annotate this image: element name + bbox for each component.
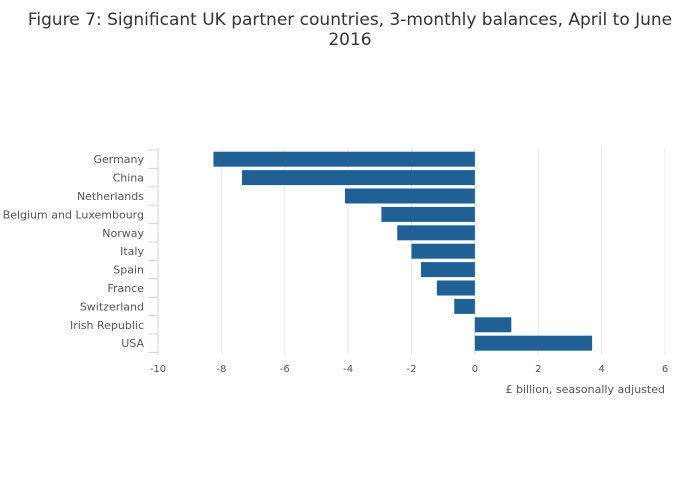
bar-usa [474, 335, 593, 351]
x-tick-label-4: 4 [598, 364, 604, 375]
x-tick-label-6: 6 [662, 364, 668, 375]
bar-belgium-and-luxembourg [381, 206, 475, 222]
category-label-china: China [113, 172, 144, 185]
bar-norway [397, 225, 475, 241]
bar-irish-republic [474, 317, 512, 333]
category-label-spain: Spain [113, 264, 144, 277]
x-tick-label-2: 2 [535, 364, 541, 375]
category-label-france: France [107, 282, 144, 295]
bar-germany [213, 151, 475, 167]
category-label-switzerland: Switzerland [80, 300, 144, 313]
bar-spain [421, 262, 475, 278]
x-tick-label--6: -6 [280, 364, 290, 375]
chart-title-line-2: 2016 [328, 30, 371, 50]
bar-switzerland [454, 298, 475, 314]
category-labels: Germany China Netherlands Belgium and Luxem… [3, 153, 145, 350]
category-label-italy: Italy [120, 245, 144, 258]
x-tick-labels: -10 -8 -6 -4 -2 0 2 4 6 [150, 364, 668, 375]
x-tick-label--2: -2 [407, 364, 417, 375]
x-tick-label--8: -8 [216, 364, 226, 375]
chart-title-line-1: Figure 7: Significant UK partner countri… [28, 10, 672, 30]
x-axis-title: £ billion, seasonally adjusted [506, 383, 665, 396]
x-tick-label--10: -10 [150, 364, 166, 375]
category-label-netherlands: Netherlands [77, 190, 144, 203]
category-label-germany: Germany [93, 153, 144, 166]
category-ticks [148, 148, 159, 355]
category-label-belgium-and-luxembourg: Belgium and Luxembourg [3, 208, 144, 221]
x-tick-label--4: -4 [343, 364, 353, 375]
x-tick-label-0: 0 [472, 364, 478, 375]
bar-china [241, 170, 475, 186]
bar-france [436, 280, 475, 296]
bars [213, 151, 593, 351]
bar-italy [411, 243, 475, 259]
bar-netherlands [344, 188, 475, 204]
category-label-irish-republic: Irish Republic [70, 319, 144, 332]
category-label-usa: USA [121, 337, 144, 350]
category-label-norway: Norway [102, 227, 144, 240]
